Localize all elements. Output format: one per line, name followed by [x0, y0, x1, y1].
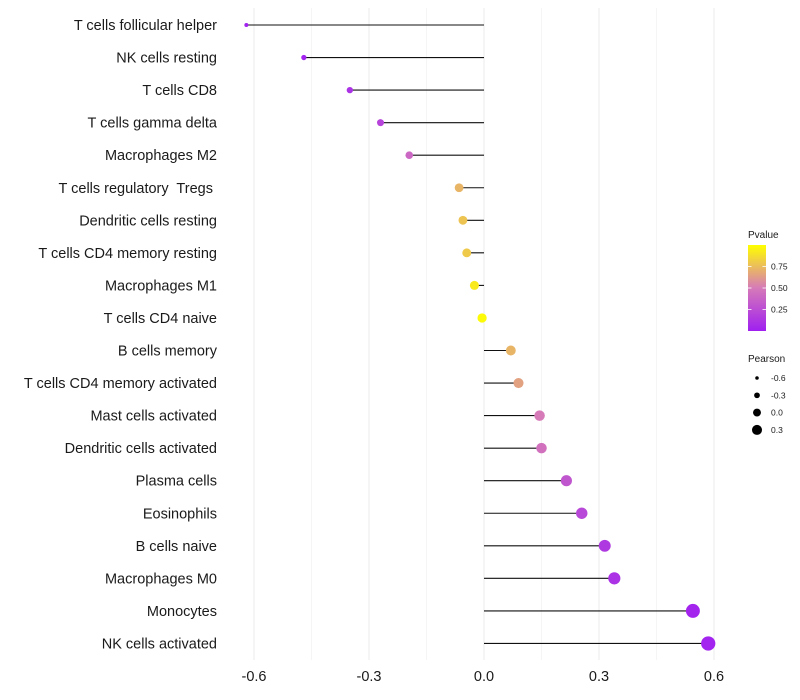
lollipop-point: [685, 603, 700, 618]
grid-lines: [253, 8, 715, 660]
category-label: T cells CD4 memory resting: [38, 246, 217, 262]
lollipop-point: [477, 313, 487, 323]
lollipop-point: [469, 280, 479, 290]
category-label: Monocytes: [147, 604, 217, 620]
pvalue-tick-label: 0.25: [771, 305, 788, 315]
pearson-legend-label: 0.0: [771, 408, 783, 418]
category-label: T cells regulatory Tregs: [59, 181, 218, 197]
lollipop-point: [701, 636, 716, 651]
pearson-legend-dot: [755, 376, 759, 380]
lollipop-point: [513, 378, 524, 389]
lollipop-point: [536, 442, 547, 454]
category-label: Dendritic cells resting: [79, 213, 217, 229]
category-label: B cells memory: [118, 344, 218, 360]
lollipop-point: [576, 507, 588, 519]
pearson-legend-label: -0.3: [771, 390, 786, 400]
pearson-legend-dot: [753, 408, 761, 417]
category-label: Macrophages M2: [105, 148, 217, 164]
pearson-legend-dot: [754, 392, 760, 399]
pearson-legend-title: Pearson: [748, 354, 785, 365]
lollipop-point: [244, 23, 249, 27]
pearson-size-legend: Pearson -0.6 -0.3 0.0 0.3: [748, 354, 786, 435]
lollipop-point: [462, 248, 472, 258]
category-label: Macrophages M1: [105, 278, 217, 294]
pvalue-legend-title: Pvalue: [748, 230, 779, 241]
x-tick-label: -0.3: [357, 669, 382, 685]
pvalue-legend-ticks: 0.75 0.50 0.25: [748, 262, 788, 315]
pearson-legend-label: -0.6: [771, 373, 786, 383]
pearson-legend-items: -0.6 -0.3 0.0 0.3: [751, 373, 786, 435]
lollipop-point: [346, 86, 353, 94]
pearson-legend-label: 0.3: [771, 425, 783, 435]
x-axis-tick-labels: -0.6 -0.3 0.0 0.3 0.6: [242, 669, 725, 685]
x-tick-label: -0.6: [242, 669, 267, 685]
pearson-legend-dot: [751, 424, 763, 435]
pvalue-tick-label: 0.75: [771, 262, 788, 272]
lollipop-point: [405, 151, 414, 160]
category-label: Plasma cells: [136, 474, 217, 490]
lollipop-point: [560, 475, 572, 487]
category-label: B cells naive: [136, 539, 217, 555]
lollipop-point: [608, 572, 621, 585]
category-label: T cells gamma delta: [88, 116, 218, 132]
x-tick-label: 0.0: [474, 669, 494, 685]
lollipop-stems: [246, 24, 709, 645]
category-label: T cells CD4 memory activated: [24, 376, 217, 392]
category-labels: T cells follicular helper NK cells restin…: [24, 18, 218, 652]
category-label: T cells CD8: [142, 83, 217, 99]
lollipop-point: [598, 539, 611, 552]
x-tick-label: 0.6: [704, 669, 724, 685]
category-label: Dendritic cells activated: [65, 441, 217, 457]
lollipop-point: [458, 215, 468, 225]
lollipop-point: [301, 54, 307, 61]
lollipop-point: [505, 345, 516, 356]
category-label: T cells follicular helper: [74, 18, 217, 34]
lollipop-point: [454, 183, 464, 193]
pvalue-legend: Pvalue 0.75 0.50 0.25: [748, 230, 788, 331]
category-label: Macrophages M0: [105, 571, 217, 587]
category-label: T cells CD4 naive: [104, 311, 217, 327]
category-label: Mast cells activated: [90, 409, 217, 425]
category-label: Eosinophils: [143, 506, 217, 522]
pvalue-colorbar: [748, 245, 766, 331]
category-label: NK cells resting: [116, 51, 217, 67]
x-tick-label: 0.3: [589, 669, 609, 685]
lollipop-points: [244, 23, 716, 651]
lollipop-point: [534, 410, 545, 421]
pvalue-tick-label: 0.50: [771, 283, 788, 293]
category-label: NK cells activated: [102, 636, 217, 652]
lollipop-point: [377, 119, 385, 127]
